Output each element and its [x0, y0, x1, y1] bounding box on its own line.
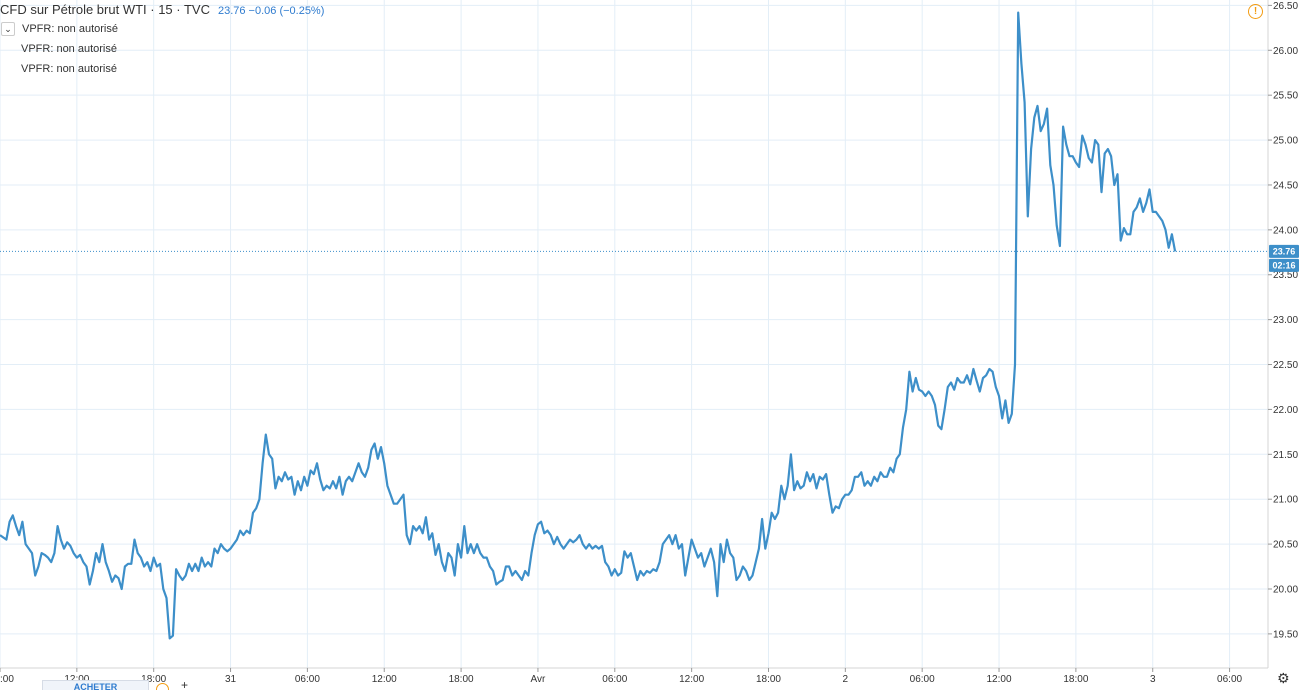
indicator-legend-row[interactable]: VPFR: non autorisé	[0, 61, 117, 77]
last-price-badge	[1269, 244, 1299, 258]
y-tick-label: 20.00	[1273, 584, 1298, 595]
x-tick-label: :00	[0, 674, 14, 685]
bar-countdown-value: 02:16	[1272, 261, 1295, 271]
indicator-label: VPFR: non autorisé	[21, 63, 117, 75]
y-tick-label: 26.00	[1273, 46, 1298, 57]
y-tick-label: 23.50	[1273, 270, 1298, 281]
y-tick-label: 25.00	[1273, 136, 1298, 147]
x-tick-label: 06:00	[1217, 674, 1242, 685]
chart-header: CFD sur Pétrole brut WTI · 15 · TVC 23.7…	[0, 2, 324, 20]
y-tick-label: 25.50	[1273, 91, 1298, 102]
symbol-title[interactable]: CFD sur Pétrole brut WTI · 15 · TVC	[0, 2, 210, 17]
x-tick-label: 18:00	[756, 674, 781, 685]
y-tick-label: 22.00	[1273, 405, 1298, 416]
alert-circle-icon[interactable]	[156, 683, 169, 690]
y-tick-label: 20.50	[1273, 540, 1298, 551]
x-tick-label: 06:00	[295, 674, 320, 685]
bar-countdown-badge	[1269, 258, 1299, 272]
price-axis[interactable]: 19.50 20.00 20.50 21.00 21.50 22.00 22.50 23.00…	[1267, 0, 1298, 668]
y-tick-label: 26.50	[1273, 1, 1298, 12]
y-tick-label: 23.00	[1273, 315, 1298, 326]
x-tick-label: 06:00	[602, 674, 627, 685]
price-series-line	[0, 11, 1177, 640]
x-tick-label: 3	[1150, 674, 1156, 685]
x-tick-label: 12:00	[64, 674, 89, 685]
x-tick-label: Avr	[531, 674, 546, 685]
x-tick-label: 06:00	[910, 674, 935, 685]
x-tick-label: 12:00	[987, 674, 1012, 685]
y-tick-label: 19.50	[1273, 629, 1298, 640]
time-axis[interactable]: :00 12:00 18:00 31 06:00 12:00 18:00 Avr 06:00 12…	[0, 667, 1268, 685]
y-tick-label: 24.50	[1273, 180, 1298, 191]
x-tick-label: 12:00	[679, 674, 704, 685]
x-tick-label: 31	[225, 674, 237, 685]
gear-icon[interactable]: ⚙	[1277, 670, 1290, 686]
x-tick-label: 12:00	[372, 674, 397, 685]
x-tick-label: 18:00	[141, 674, 166, 685]
chevron-down-icon[interactable]: ⌄	[1, 22, 15, 36]
buy-button[interactable]: ACHETER	[42, 680, 149, 690]
chart-grid	[0, 0, 1268, 668]
ohlc-values: 23.76 −0.06 (−0.25%)	[217, 5, 325, 17]
x-tick-label: 18:00	[449, 674, 474, 685]
warning-icon[interactable]: !	[1248, 4, 1263, 19]
bottom-trading-bar: ACHETER +	[0, 680, 1268, 690]
y-tick-label: 21.50	[1273, 450, 1298, 461]
indicator-label: VPFR: non autorisé	[22, 23, 118, 35]
add-tab-button[interactable]: +	[181, 680, 189, 690]
x-tick-label: 2	[843, 674, 849, 685]
x-tick-label: 18:00	[1063, 674, 1088, 685]
last-price-value: 23.76	[1273, 247, 1296, 257]
y-tick-label: 22.50	[1273, 360, 1298, 371]
indicator-legend-row[interactable]: VPFR: non autorisé	[0, 41, 117, 57]
indicator-legend-row[interactable]: ⌄ VPFR: non autorisé	[0, 21, 118, 37]
indicator-label: VPFR: non autorisé	[21, 43, 117, 55]
y-tick-label: 21.00	[1273, 495, 1298, 506]
last-price-labels: 23.76 02:16	[1269, 244, 1299, 272]
y-tick-label: 24.00	[1273, 225, 1298, 236]
